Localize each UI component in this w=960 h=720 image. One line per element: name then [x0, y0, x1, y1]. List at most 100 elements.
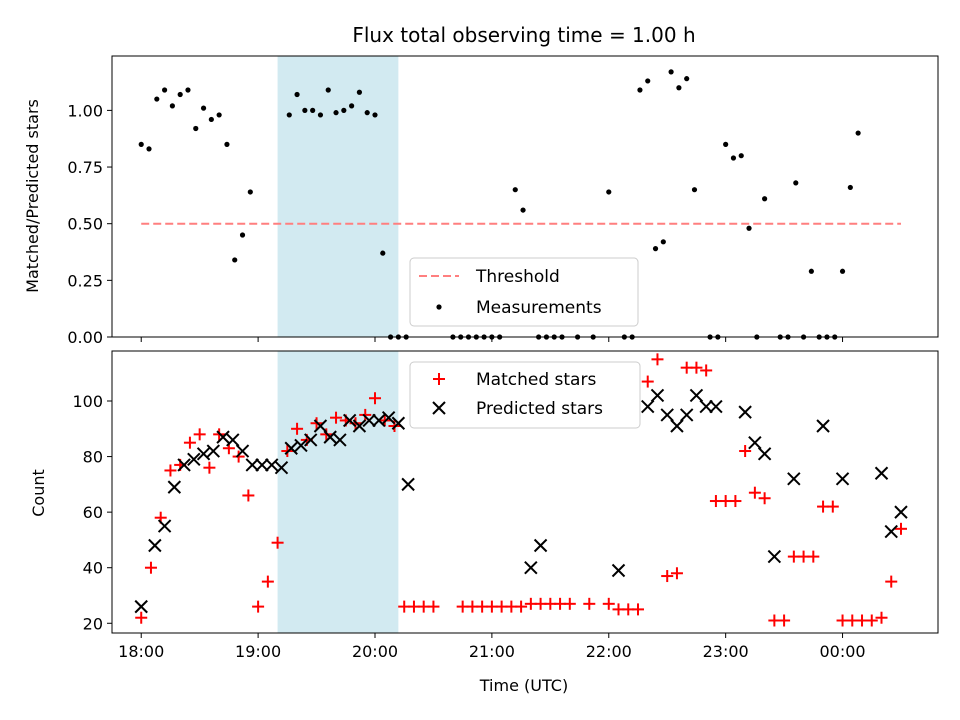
measurement-point	[349, 103, 355, 109]
predicted-star-point	[757, 447, 772, 461]
measurement-point	[185, 87, 191, 93]
measurement-point	[138, 141, 144, 147]
predicted-star-point	[650, 388, 665, 403]
predicted-star-point	[689, 388, 704, 403]
measurement-point	[808, 268, 814, 274]
x-tick-label: 19:00	[235, 642, 281, 661]
predicted-star-point	[148, 538, 162, 553]
top-axes: 0.00 0.25 0.50 0.75 1.00	[67, 101, 844, 347]
matched-star-point	[252, 600, 265, 613]
measurement-point	[637, 87, 643, 93]
predicted-star-point	[401, 477, 415, 492]
x-axis-label: Time (UTC)	[479, 676, 568, 695]
bottom-plot-frame	[111, 350, 939, 634]
predicted-star-point	[352, 419, 367, 433]
matched-star-point	[758, 492, 771, 505]
matched-star-point	[563, 597, 576, 610]
measurement-point	[676, 85, 682, 91]
x-tick-label: 18:00	[118, 642, 164, 661]
y-tick-label: 0.50	[67, 215, 103, 234]
y-tick-label: 0.25	[67, 271, 103, 290]
top-legend-box	[409, 257, 639, 327]
observing-window-shade-bottom	[277, 351, 399, 633]
y-tick-label: 60	[83, 503, 103, 522]
predicted-star-point	[641, 399, 655, 414]
x-tick-label: 21:00	[469, 642, 515, 661]
measurement-point	[738, 153, 744, 159]
y-tick-label: 80	[83, 448, 103, 467]
predicted-star-point	[709, 399, 723, 414]
predicted-star-point	[177, 458, 191, 472]
predicted-star-point	[391, 416, 406, 430]
matched-star-point	[515, 600, 528, 613]
measurement-point	[691, 187, 698, 193]
measurements-legend-label: Measurements	[476, 298, 602, 318]
matched-star-point	[232, 450, 245, 463]
bottom-series-layer	[134, 353, 908, 627]
matched-star-point	[427, 600, 440, 613]
matched-star-point	[135, 611, 148, 624]
matched-star-point	[291, 422, 304, 435]
matched-star-point	[271, 536, 284, 549]
measurement-point	[746, 225, 752, 231]
matched-star-point	[661, 570, 674, 583]
predicted-star-point	[216, 430, 230, 444]
y-tick-label: 1.00	[67, 101, 103, 120]
predicted-legend-label: Predicted stars	[476, 399, 603, 419]
observing-window-shade	[277, 56, 399, 337]
measurement-point	[762, 196, 768, 202]
measurements-legend-swatch	[436, 304, 442, 310]
predicted-star-point	[304, 433, 318, 447]
matched-star-point	[748, 486, 761, 499]
x-tick-label: 20:00	[352, 642, 398, 661]
matched-star-point	[826, 500, 839, 513]
predicted-star-point	[679, 408, 694, 422]
matched-star-point	[885, 575, 898, 588]
measurement-point	[660, 239, 666, 245]
y-tick-label: 0.00	[67, 328, 103, 347]
matched-star-point	[729, 495, 742, 508]
predicted-star-point	[611, 563, 626, 578]
matched-star-point	[330, 411, 343, 424]
matched-star-point	[368, 392, 381, 405]
matched-star-point	[651, 353, 664, 366]
matched-star-point	[739, 445, 752, 458]
y-tick-label: 40	[83, 559, 103, 578]
predicted-star-point	[333, 433, 347, 447]
measurement-point	[855, 130, 861, 136]
measurement-point	[356, 89, 363, 95]
measurement-point	[216, 112, 222, 118]
measurement-point	[723, 141, 729, 147]
predicted-star-point	[524, 561, 538, 575]
measurement-point	[730, 155, 737, 161]
predicted-star-point	[284, 441, 298, 455]
measurement-point	[310, 107, 316, 113]
measurement-point	[341, 107, 347, 113]
measurement-point	[177, 91, 183, 98]
predicted-star-point	[265, 458, 279, 472]
predicted-star-point	[533, 538, 548, 553]
measurement-point	[302, 107, 308, 113]
predicted-star-point	[362, 413, 376, 428]
matched-star-point	[183, 436, 196, 449]
predicted-star-point	[894, 505, 908, 519]
matched-legend-label: Matched stars	[476, 370, 596, 390]
flux-ratio-panel: Flux total observing time = 1.00 h 0.000…	[23, 23, 939, 347]
predicted-star-point	[372, 413, 386, 428]
measurement-point	[232, 257, 238, 263]
top-legend: Threshold Measurements	[409, 257, 639, 327]
predicted-star-point	[342, 413, 357, 428]
y-tick-label: 100	[72, 392, 103, 411]
matched-star-point	[261, 575, 274, 588]
predicted-star-point	[206, 444, 221, 458]
measurement-point	[372, 112, 378, 118]
x-tick-label: 23:00	[703, 642, 749, 661]
measurement-point	[333, 110, 339, 116]
measurement-point	[606, 189, 612, 195]
predicted-star-point	[738, 405, 752, 419]
predicted-star-point	[787, 472, 801, 486]
predicted-star-point	[748, 435, 762, 450]
predicted-star-point	[294, 438, 308, 453]
